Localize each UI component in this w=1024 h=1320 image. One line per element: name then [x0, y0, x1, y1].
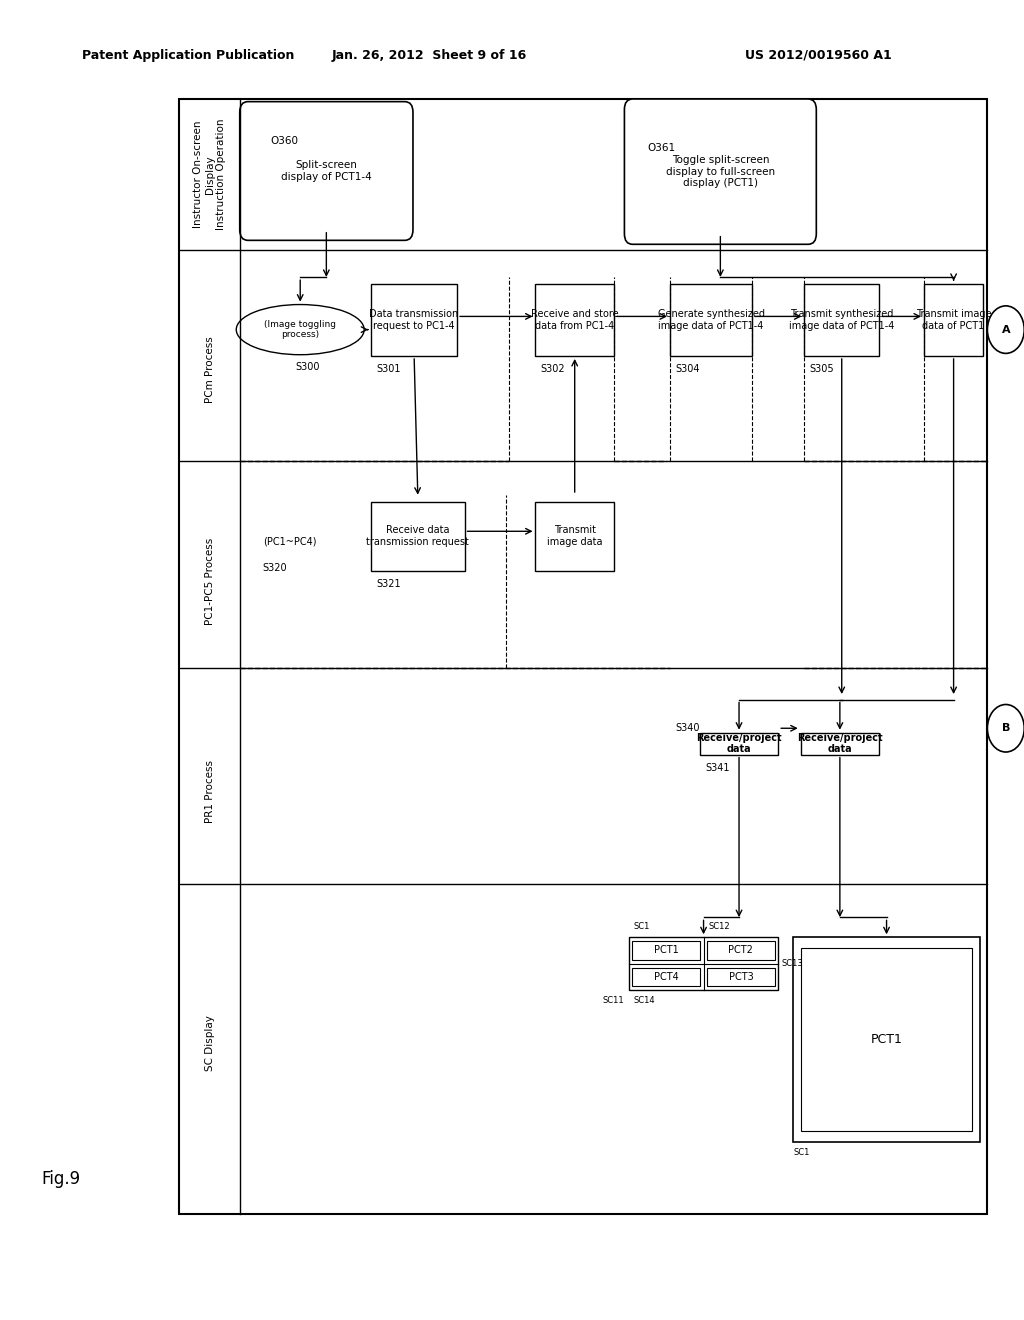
- Text: SC12: SC12: [709, 921, 730, 931]
- Text: Generate synthesized
image data of PCT1-4: Generate synthesized image data of PCT1-…: [657, 309, 765, 331]
- FancyBboxPatch shape: [179, 99, 987, 1214]
- Text: SC1: SC1: [794, 1148, 810, 1158]
- Text: (PC1~PC4): (PC1~PC4): [263, 537, 316, 546]
- FancyBboxPatch shape: [699, 733, 778, 755]
- Text: Transmit
image data: Transmit image data: [547, 525, 602, 546]
- Text: SC11: SC11: [602, 997, 624, 1005]
- Text: Data transmission
request to PC1-4: Data transmission request to PC1-4: [370, 309, 459, 331]
- FancyBboxPatch shape: [670, 284, 752, 356]
- Text: Split-screen
display of PCT1-4: Split-screen display of PCT1-4: [281, 160, 372, 182]
- Text: A: A: [1001, 325, 1010, 335]
- FancyBboxPatch shape: [629, 937, 778, 990]
- Text: S302: S302: [541, 364, 565, 375]
- Text: S301: S301: [376, 364, 400, 375]
- Text: Receive and store
data from PC1-4: Receive and store data from PC1-4: [530, 309, 618, 331]
- Text: Transmit synthesized
image data of PCT1-4: Transmit synthesized image data of PCT1-…: [790, 309, 894, 331]
- Text: PR1 Process: PR1 Process: [205, 760, 215, 824]
- Text: SC14: SC14: [634, 997, 655, 1005]
- Text: Receive data
transmission request: Receive data transmission request: [367, 525, 469, 546]
- Text: Instructor On-screen
Display
Instruction Operation: Instructor On-screen Display Instruction…: [194, 119, 226, 230]
- FancyBboxPatch shape: [536, 502, 614, 570]
- Text: S341: S341: [705, 763, 729, 774]
- FancyBboxPatch shape: [371, 284, 457, 356]
- Text: SC1: SC1: [634, 921, 650, 931]
- Text: S305: S305: [810, 364, 835, 375]
- FancyBboxPatch shape: [805, 284, 879, 356]
- Text: US 2012/0019560 A1: US 2012/0019560 A1: [745, 49, 892, 62]
- FancyBboxPatch shape: [707, 968, 775, 986]
- Ellipse shape: [237, 305, 365, 355]
- FancyBboxPatch shape: [924, 284, 983, 356]
- Text: Toggle split-screen
display to full-screen
display (PCT1): Toggle split-screen display to full-scre…: [666, 154, 775, 189]
- Text: SC13: SC13: [781, 960, 803, 968]
- Circle shape: [987, 306, 1024, 354]
- FancyBboxPatch shape: [371, 502, 465, 570]
- Text: S320: S320: [263, 564, 288, 573]
- Text: S340: S340: [675, 723, 699, 734]
- Text: Receive/project
data: Receive/project data: [797, 733, 883, 755]
- FancyBboxPatch shape: [802, 948, 972, 1131]
- Text: SC Display: SC Display: [205, 1015, 215, 1071]
- Text: Jan. 26, 2012  Sheet 9 of 16: Jan. 26, 2012 Sheet 9 of 16: [332, 49, 527, 62]
- Text: S304: S304: [675, 364, 699, 375]
- Text: PCT4: PCT4: [654, 972, 679, 982]
- Text: O360: O360: [270, 136, 298, 147]
- Text: O361: O361: [647, 143, 676, 153]
- Text: PCm Process: PCm Process: [205, 335, 215, 403]
- FancyBboxPatch shape: [707, 941, 775, 960]
- Text: PC1-PC5 Process: PC1-PC5 Process: [205, 537, 215, 626]
- Text: Fig.9: Fig.9: [41, 1170, 80, 1188]
- Text: B: B: [1001, 723, 1010, 734]
- Text: Transmit image
data of PCT1: Transmit image data of PCT1: [915, 309, 991, 331]
- FancyBboxPatch shape: [625, 99, 816, 244]
- FancyBboxPatch shape: [240, 102, 413, 240]
- FancyBboxPatch shape: [794, 937, 980, 1142]
- Circle shape: [987, 705, 1024, 752]
- Text: PCT2: PCT2: [728, 945, 754, 956]
- Text: PCT1: PCT1: [654, 945, 679, 956]
- Text: (Image toggling
process): (Image toggling process): [264, 319, 336, 339]
- Text: PCT3: PCT3: [728, 972, 754, 982]
- Text: S321: S321: [376, 579, 401, 589]
- Text: PCT1: PCT1: [870, 1034, 902, 1045]
- FancyBboxPatch shape: [536, 284, 614, 356]
- Text: Patent Application Publication: Patent Application Publication: [82, 49, 294, 62]
- FancyBboxPatch shape: [632, 941, 700, 960]
- FancyBboxPatch shape: [801, 733, 879, 755]
- Text: S300: S300: [295, 362, 319, 372]
- Text: Receive/project
data: Receive/project data: [696, 733, 782, 755]
- FancyBboxPatch shape: [632, 968, 700, 986]
